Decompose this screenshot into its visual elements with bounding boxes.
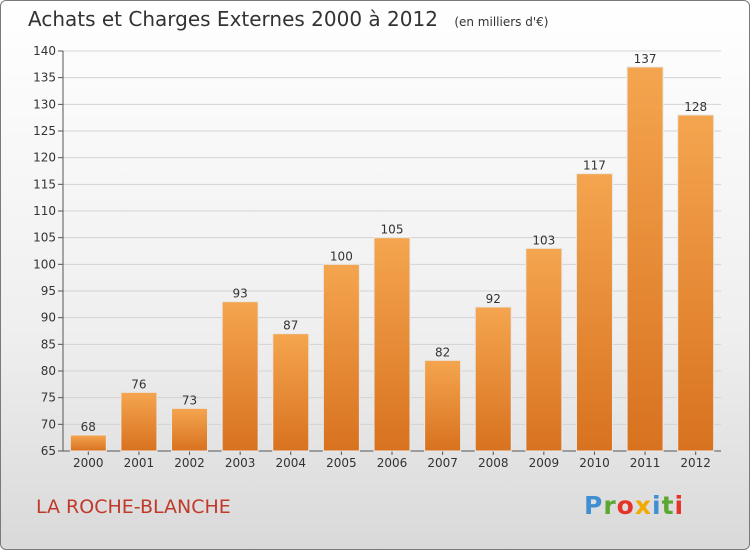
y-tick-label: 125 [33, 124, 56, 138]
y-tick-label: 120 [33, 151, 56, 165]
bar [677, 114, 715, 452]
logo-letter: r [603, 491, 617, 520]
x-tick-label: 2006 [377, 456, 408, 470]
x-tick-label: 2010 [579, 456, 610, 470]
bar-value-label: 87 [283, 319, 298, 333]
chart-title-text: Achats et Charges Externes 2000 à 2012 [28, 7, 438, 31]
y-tick-label: 75 [41, 391, 56, 405]
bar-value-label: 117 [583, 159, 606, 173]
bar [272, 333, 310, 452]
x-tick-label: 2005 [326, 456, 357, 470]
x-tick-label: 2009 [529, 456, 560, 470]
x-tick-label: 2001 [124, 456, 155, 470]
bars [69, 66, 715, 452]
logo-letter: t [661, 491, 675, 520]
y-tick-label: 80 [41, 364, 56, 378]
y-tick-label: 65 [41, 444, 56, 458]
y-tick-label: 135 [33, 71, 56, 85]
bar [120, 391, 158, 452]
bar-value-label: 73 [182, 393, 197, 407]
x-tick-label: 2000 [73, 456, 104, 470]
bar [171, 407, 209, 452]
labels: 68 2000 76 2001 73 2002 93 2003 87 2004 100 2005 105… [73, 52, 711, 470]
bar [322, 263, 360, 452]
bar-value-label: 137 [634, 52, 657, 66]
bar-value-label: 93 [233, 287, 248, 301]
logo-letter: P [584, 491, 604, 520]
logo-letter: i [674, 491, 685, 520]
y-tick-label: 90 [41, 311, 56, 325]
x-tick-label: 2004 [275, 456, 306, 470]
bar [575, 173, 613, 452]
bar-value-label: 128 [684, 100, 707, 114]
y-tick-label: 140 [33, 44, 56, 58]
proxiti-logo: Proxiti [584, 491, 684, 520]
commune-name: LA ROCHE-BLANCHE [36, 496, 231, 518]
logo-letter: x [634, 491, 652, 520]
y-tick-label: 115 [33, 177, 56, 191]
bar-value-label: 105 [381, 223, 404, 237]
bar [373, 237, 411, 452]
bar [69, 434, 107, 452]
bar [424, 359, 462, 452]
y-tick-label: 85 [41, 337, 56, 351]
bar-value-label: 92 [486, 292, 501, 306]
x-tick-label: 2012 [680, 456, 711, 470]
x-tick-label: 2003 [225, 456, 256, 470]
chart-unit: (en milliers d'€) [454, 15, 549, 29]
y-tick-label: 95 [41, 284, 56, 298]
x-tick-label: 2011 [630, 456, 661, 470]
bar-value-label: 100 [330, 249, 353, 263]
y-tick-label: 130 [33, 97, 56, 111]
bar [221, 301, 259, 452]
x-tick-label: 2007 [427, 456, 458, 470]
bar [525, 247, 563, 452]
chart-title: Achats et Charges Externes 2000 à 2012 (… [28, 7, 548, 31]
bar-value-label: 82 [435, 345, 450, 359]
y-tick-label: 100 [33, 257, 56, 271]
bar-value-label: 76 [131, 377, 146, 391]
y-tick-label: 110 [33, 204, 56, 218]
y-tick-label: 70 [41, 417, 56, 431]
bar-value-label: 103 [532, 233, 555, 247]
logo-letter: i [652, 491, 662, 520]
y-tick-label: 105 [33, 231, 56, 245]
bar [474, 306, 512, 452]
x-tick-label: 2008 [478, 456, 509, 470]
bar-value-label: 68 [81, 420, 96, 434]
bar [626, 66, 664, 452]
x-tick-label: 2002 [174, 456, 205, 470]
logo-letter: o [616, 491, 635, 520]
